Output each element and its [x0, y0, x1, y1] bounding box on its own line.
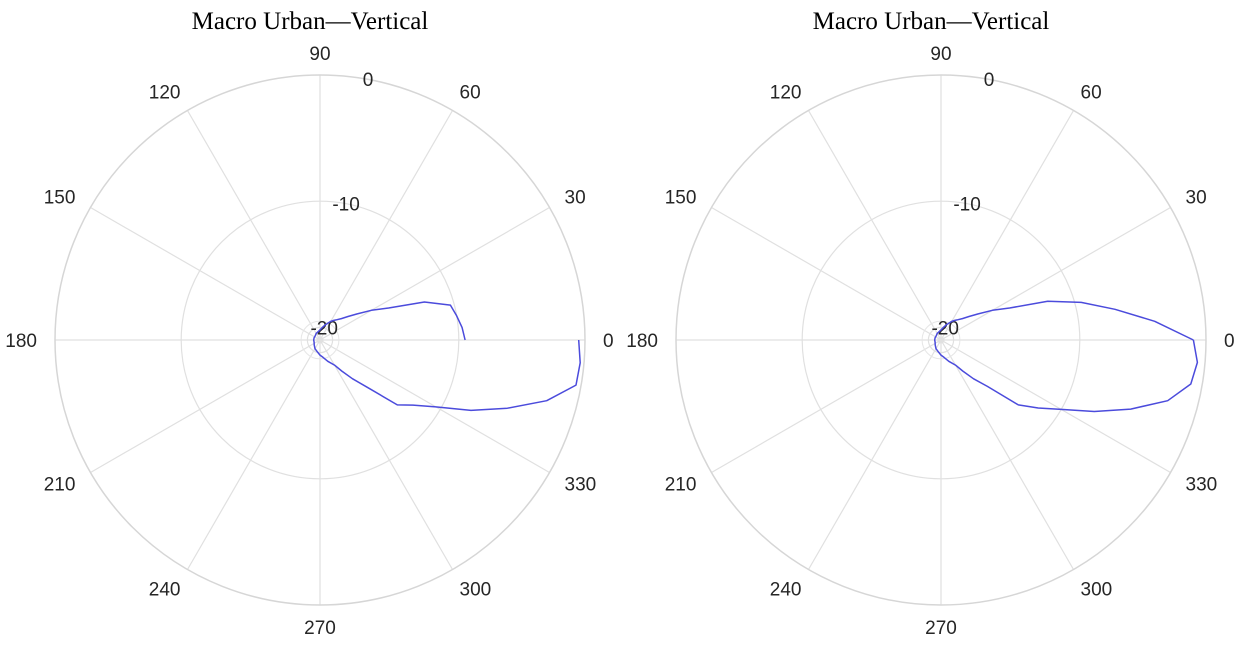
theta-gridline: [807, 110, 942, 341]
r-gridline: [300, 320, 340, 360]
theta-tick-label: 0: [1224, 331, 1235, 352]
theta-tick-label: 60: [460, 82, 481, 103]
theta-gridline: [940, 339, 1075, 570]
theta-gridline: [186, 110, 321, 341]
theta-gridline: [90, 206, 321, 341]
chart-title: Macro Urban—Vertical: [191, 8, 429, 35]
polar-outer-circle: [54, 74, 586, 606]
r-gridline: [927, 326, 955, 354]
theta-tick-label: 150: [665, 188, 697, 209]
chart-title: Macro Urban—Vertical: [812, 8, 1050, 35]
theta-tick-label: 270: [304, 618, 336, 639]
polar-chart-left: Macro Urban—Vertical -20 -10 0 0 30 60 90 120 15…: [0, 0, 620, 646]
theta-gridline: [711, 206, 942, 341]
theta-tick-label: 270: [925, 618, 957, 639]
r-tick-label: -10: [953, 194, 980, 215]
theta-gridline: [940, 110, 1075, 341]
r-tick-label: -20: [310, 319, 337, 340]
theta-gridline: [940, 206, 1171, 341]
theta-tick-label: 240: [149, 580, 181, 601]
r-gridline: [801, 200, 1081, 480]
theta-gridline: [940, 339, 1171, 474]
theta-tick-label: 30: [1186, 188, 1207, 209]
series-line: [312, 301, 581, 412]
theta-tick-label: 120: [149, 82, 181, 103]
theta-tick-label: 30: [565, 188, 586, 209]
theta-tick-label: 60: [1081, 82, 1102, 103]
theta-tick-label: 150: [44, 188, 76, 209]
theta-tick-label: 180: [626, 331, 658, 352]
theta-tick-label: 300: [1081, 580, 1113, 601]
r-gridline: [180, 200, 460, 480]
series-line: [933, 300, 1199, 413]
theta-tick-label: 210: [665, 475, 697, 496]
theta-gridline: [319, 339, 454, 570]
r-gridline: [306, 326, 334, 354]
theta-tick-label: 330: [1186, 475, 1218, 496]
r-gridline: [937, 336, 945, 344]
theta-tick-label: 300: [460, 580, 492, 601]
theta-tick-label: 210: [44, 475, 76, 496]
theta-gridline: [807, 339, 942, 570]
theta-tick-label: 0: [603, 331, 614, 352]
r-tick-label: 0: [363, 70, 374, 91]
polar-plot-area: -20 -10 0 0 30 60 90 120 150 180 210 240 270 300 330: [626, 44, 1235, 639]
theta-gridline: [90, 339, 321, 474]
theta-tick-label: 240: [770, 580, 802, 601]
theta-tick-label: 330: [565, 475, 597, 496]
r-tick-label: -10: [332, 194, 359, 215]
r-gridline: [316, 336, 324, 344]
r-tick-label: -20: [931, 319, 958, 340]
polar-outer-circle: [675, 74, 1207, 606]
theta-gridline: [319, 206, 550, 341]
r-gridline: [921, 320, 961, 360]
theta-tick-label: 90: [930, 44, 951, 65]
theta-tick-label: 90: [309, 44, 330, 65]
polar-plot-area: -20 -10 0 0 30 60 90 120 150 180 210 240 270 300 330: [5, 44, 614, 639]
theta-gridline: [186, 339, 321, 570]
theta-gridline: [711, 339, 942, 474]
theta-tick-label: 180: [5, 331, 37, 352]
theta-tick-label: 120: [770, 82, 802, 103]
polar-chart-right: Macro Urban—Vertical -20 -10 0 0 30 60 90 120 15…: [621, 0, 1241, 646]
theta-gridline: [319, 110, 454, 341]
r-tick-label: 0: [984, 70, 995, 91]
